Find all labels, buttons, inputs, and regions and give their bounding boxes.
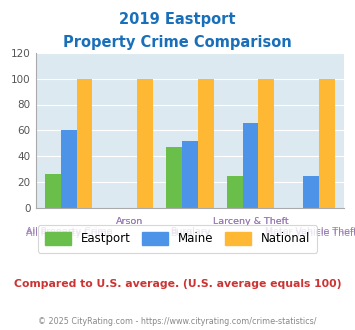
Bar [166, 147, 182, 208]
Bar [227, 176, 242, 208]
Bar [242, 123, 258, 208]
Bar [137, 79, 153, 208]
Bar [182, 141, 198, 208]
Bar [258, 79, 274, 208]
Text: Larceny & Theft: Larceny & Theft [213, 217, 288, 226]
Text: 2019 Eastport: 2019 Eastport [119, 12, 236, 26]
Text: Motor Vehicle Theft: Motor Vehicle Theft [265, 229, 355, 238]
Text: Burglary: Burglary [170, 229, 210, 238]
Text: Compared to U.S. average. (U.S. average equals 100): Compared to U.S. average. (U.S. average … [14, 279, 341, 289]
Bar [45, 174, 61, 208]
Text: All Property Crime: All Property Crime [26, 227, 112, 236]
Bar [303, 176, 319, 208]
Legend: Eastport, Maine, National: Eastport, Maine, National [38, 225, 317, 252]
Bar [319, 79, 335, 208]
Text: All Property Crime: All Property Crime [26, 229, 112, 238]
Text: Larceny & Theft: Larceny & Theft [213, 217, 288, 226]
Bar [61, 130, 77, 208]
Bar [77, 79, 92, 208]
Text: Arson: Arson [116, 217, 143, 226]
Text: Burglary: Burglary [170, 227, 210, 236]
Text: Arson: Arson [116, 217, 143, 226]
Text: Property Crime Comparison: Property Crime Comparison [63, 35, 292, 50]
Bar [198, 79, 214, 208]
Text: © 2025 CityRating.com - https://www.cityrating.com/crime-statistics/: © 2025 CityRating.com - https://www.city… [38, 317, 317, 326]
Text: Motor Vehicle Theft: Motor Vehicle Theft [265, 227, 355, 236]
